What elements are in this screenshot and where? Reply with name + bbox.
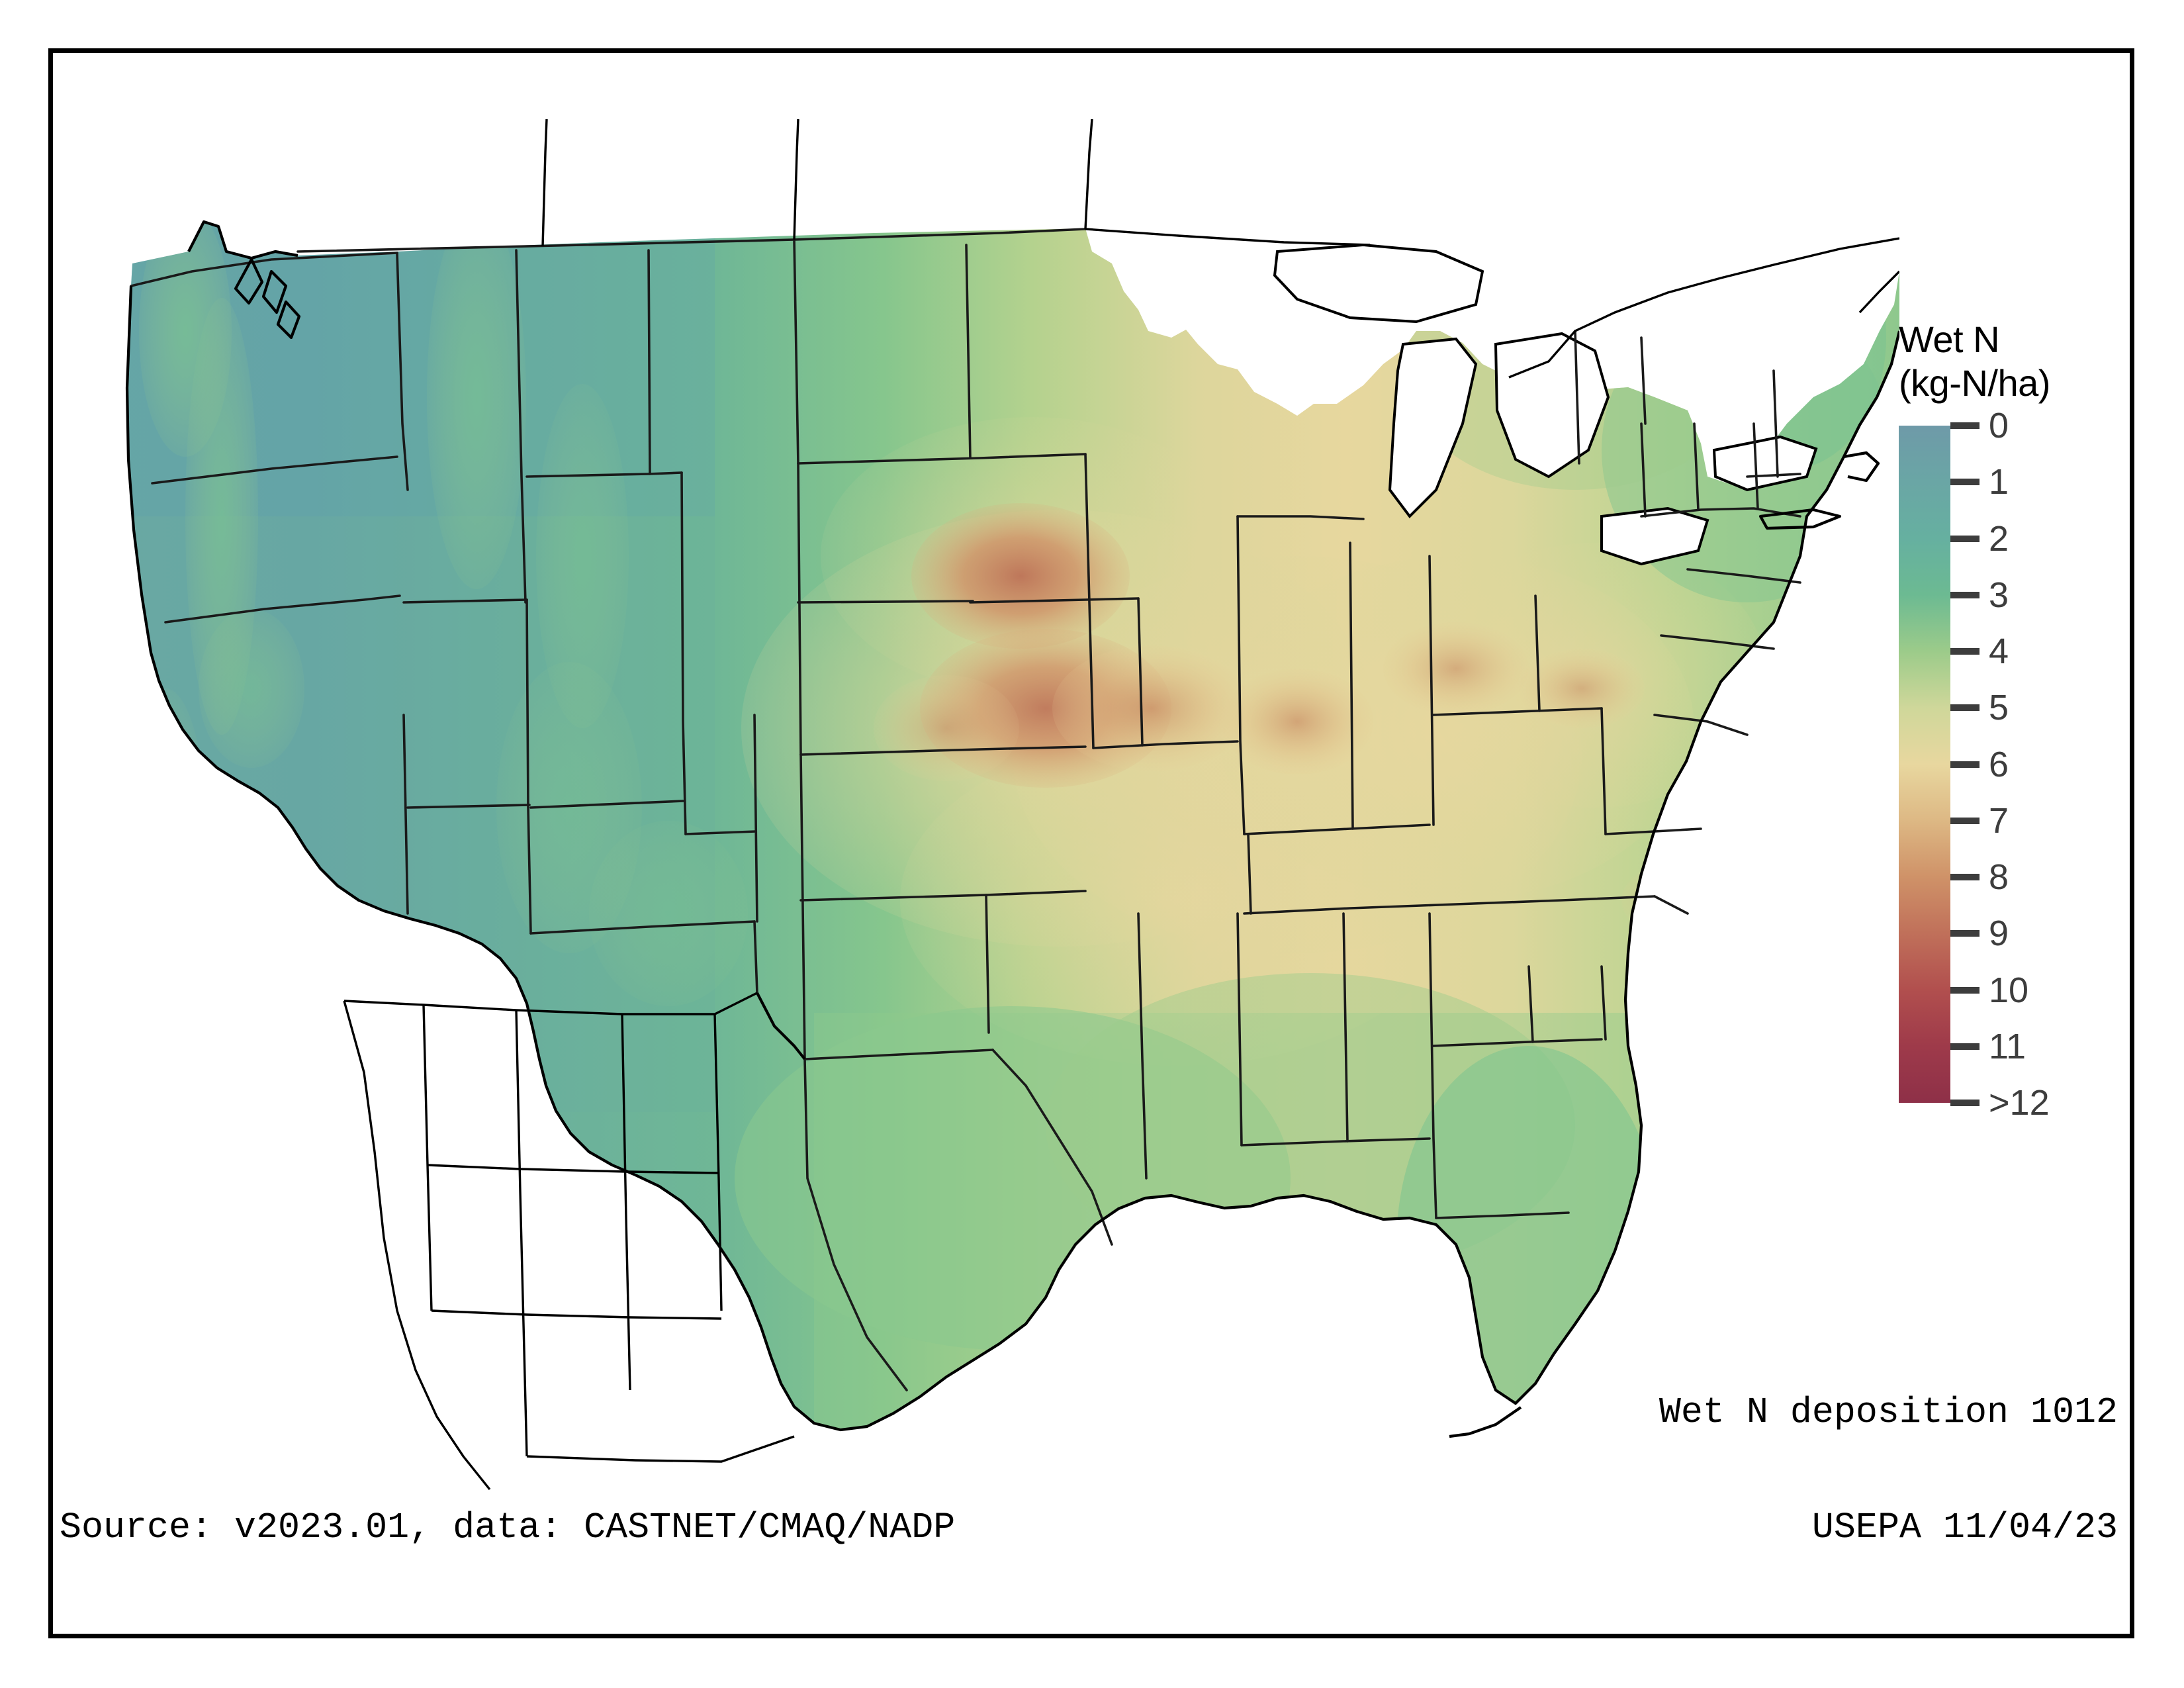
colorbar-tick-label: 7 — [1989, 800, 2009, 841]
wet-n-deposition-map — [53, 53, 1899, 1496]
colorbar-tick-mark — [1950, 761, 1979, 768]
colorbar-tick-mark — [1950, 1043, 1979, 1050]
colorbar-tick-mark — [1950, 535, 1979, 542]
colorbar-tick-label: 2 — [1989, 518, 2009, 559]
great-lakes — [1273, 243, 1818, 566]
colorbar-tick-label: 3 — [1989, 575, 2009, 615]
colorbar-tick-mark — [1950, 986, 1979, 994]
colorbar-gradient — [1899, 426, 1950, 1103]
legend-title-line1: Wet N — [1899, 318, 2000, 360]
colorbar: 0 1 2 3 4 5 6 7 8 9 10 11 >12 — [1899, 406, 2124, 1123]
legend-title-line2: (kg-N/ha) — [1899, 362, 2050, 404]
colorbar-tick-label: 0 — [1989, 406, 2009, 445]
colorbar-tick-label: 8 — [1989, 857, 2009, 897]
deposition-raster — [127, 222, 1899, 1430]
colorbar-tick-label: >12 — [1989, 1083, 2050, 1123]
agency-date-note: USEPA 11/04/23 — [1811, 1507, 2118, 1548]
map-caption: Wet N deposition 1012 — [1659, 1391, 2118, 1433]
colorbar-tick-label: 6 — [1989, 744, 2009, 784]
colorbar-tick-mark — [1950, 704, 1979, 712]
map-svg — [125, 118, 1899, 1491]
colorbar-tick-mark — [1950, 591, 1979, 598]
colorbar-tick-label: 9 — [1989, 914, 2009, 954]
colorbar-tick-mark — [1950, 874, 1979, 880]
figure-frame: Wet N (kg-N/ha) 0 1 2 3 4 5 6 7 8 9 10 11 >12 Wet N … — [48, 48, 2134, 1638]
colorbar-tick-mark — [1950, 479, 1979, 486]
colorbar-tick-label: 11 — [1989, 1026, 2026, 1066]
colorbar-tick-mark — [1950, 930, 1979, 937]
colorbar-tick-label: 1 — [1989, 462, 2009, 502]
coastline — [125, 220, 1899, 1438]
colorbar-tick-mark — [1950, 817, 1979, 824]
neighbor-country-borders — [343, 118, 1899, 1491]
colorbar-tick-label: 4 — [1989, 632, 2009, 671]
state-boundaries — [130, 228, 1801, 1391]
colorbar-tick-mark — [1950, 1100, 1979, 1106]
colorbar-tick-label: 10 — [1989, 970, 2029, 1010]
source-note: Source: v2023.01, data: CASTNET/CMAQ/NAD… — [60, 1507, 956, 1548]
colorbar-tick-label: 5 — [1989, 688, 2009, 728]
colorbar-tick-mark — [1950, 648, 1979, 655]
colorbar-tick-mark — [1950, 422, 1979, 429]
colorbar-legend: Wet N (kg-N/ha) 0 1 2 3 4 5 6 7 8 9 10 11 >12 — [1899, 318, 2137, 1178]
